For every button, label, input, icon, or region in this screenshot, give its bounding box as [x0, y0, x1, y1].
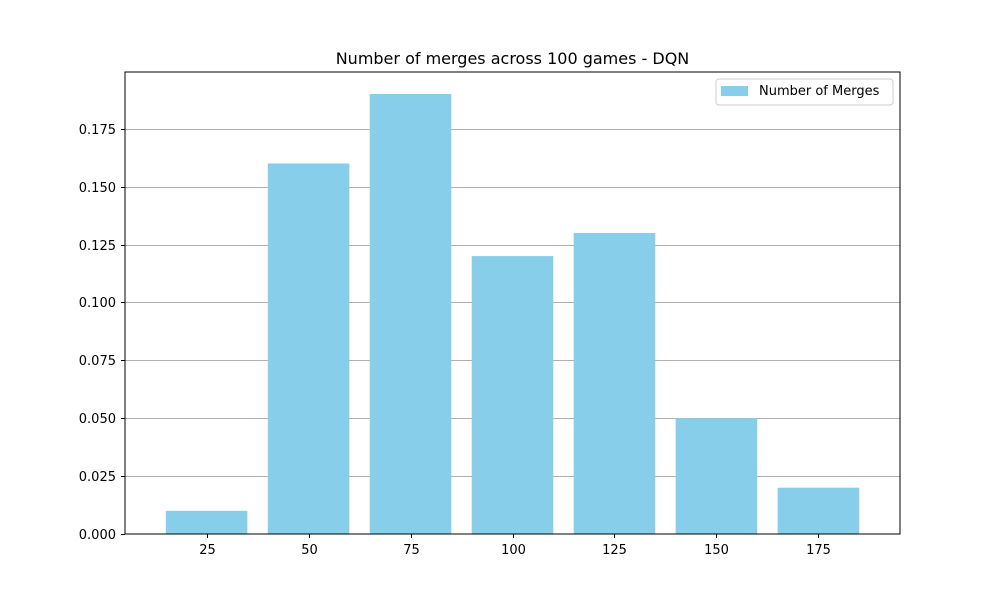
x-tick-label: 125	[602, 543, 627, 558]
y-tick-label: 0.050	[79, 412, 116, 427]
y-tick-label: 0.025	[79, 470, 116, 485]
x-axis: 25 50 75 100 125 150 175	[199, 534, 831, 558]
bar-125	[573, 232, 656, 534]
legend: Number of Merges	[715, 78, 894, 106]
x-tick-label: 150	[704, 543, 729, 558]
y-tick-label: 0.100	[79, 296, 116, 311]
bar-175	[777, 487, 860, 534]
x-tick-label: 175	[806, 543, 831, 558]
chart-title: Number of merges across 100 games - DQN	[336, 49, 690, 68]
bars	[165, 94, 860, 534]
x-tick-label: 100	[501, 543, 526, 558]
y-tick-label: 0.150	[79, 181, 116, 196]
bar-50	[267, 163, 350, 534]
bar-75	[369, 94, 452, 534]
x-tick-label: 75	[403, 543, 420, 558]
y-tick-label: 0.175	[79, 123, 116, 138]
y-axis: 0.000 0.025 0.050 0.075 0.100 0.125 0.150 0.175	[79, 123, 125, 543]
bar-150	[675, 418, 758, 534]
legend-box	[715, 78, 894, 106]
y-tick-label: 0.000	[79, 528, 116, 543]
y-tick-label: 0.075	[79, 354, 116, 369]
bar-100	[471, 256, 554, 534]
legend-label: Number of Merges	[759, 84, 880, 99]
y-tick-label: 0.125	[79, 239, 116, 254]
x-tick-label: 25	[199, 543, 216, 558]
bar-25	[165, 510, 248, 534]
x-tick-label: 50	[301, 543, 318, 558]
legend-swatch	[721, 86, 748, 96]
